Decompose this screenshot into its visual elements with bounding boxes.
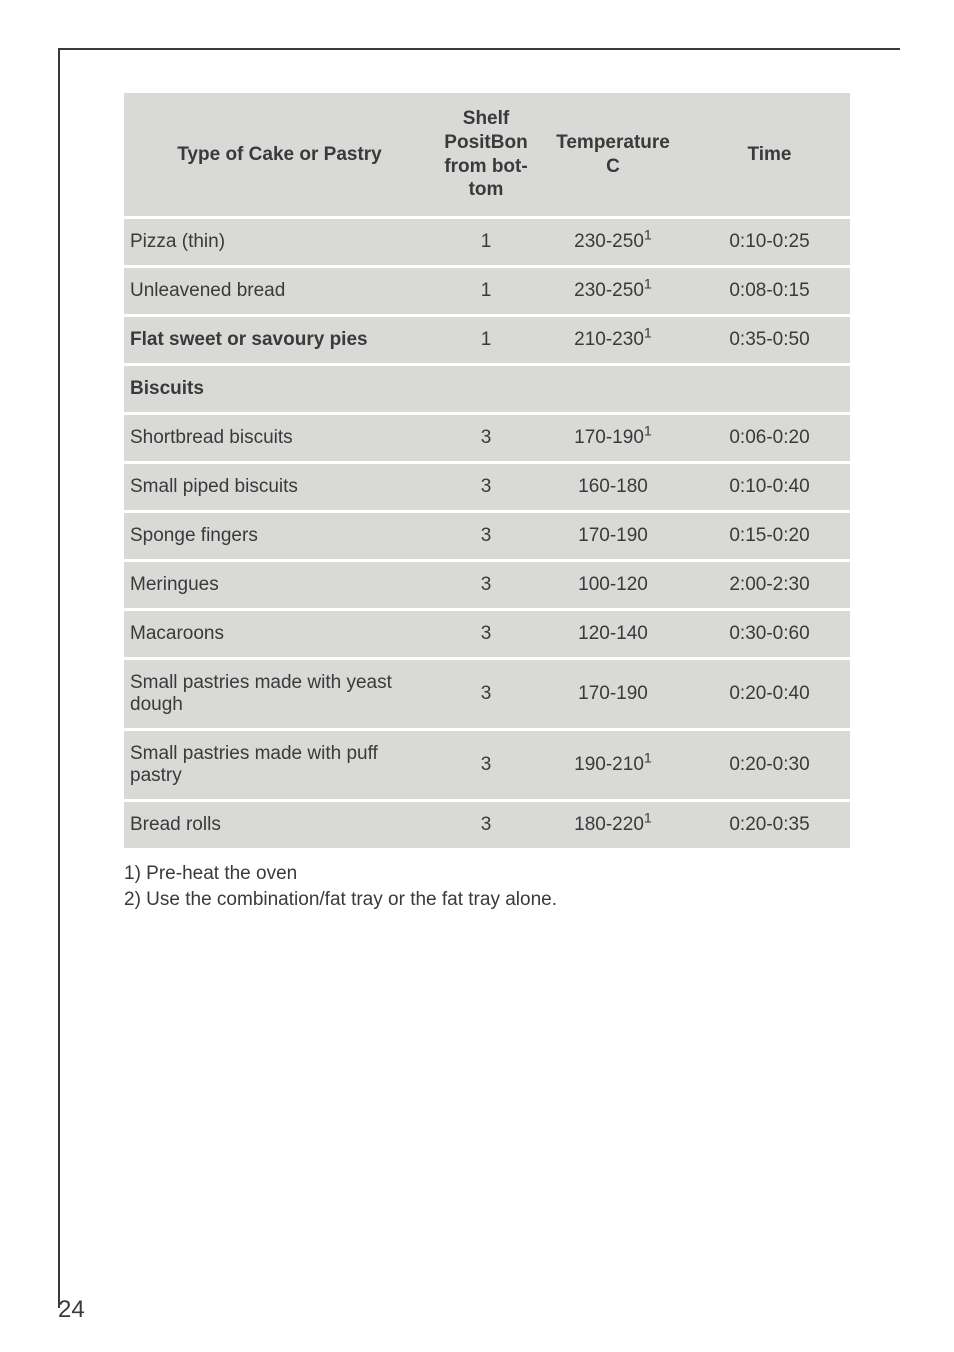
cell-temperature: 230-2501 [537,218,689,267]
cell-type: Shortbread biscuits [124,414,435,463]
col-header-type: Type of Cake or Pastry [124,92,435,218]
cell-time: 2:00-2:30 [689,561,850,610]
cell-shelf: 3 [435,610,537,659]
cell-time: 0:15-0:20 [689,512,850,561]
cell-time: 0:20-0:30 [689,730,850,801]
cell-temperature: 170-190 [537,659,689,730]
page-frame: Type of Cake or Pastry Shelf PositBon fr… [58,48,900,1308]
cell-time: 0:10-0:40 [689,463,850,512]
content-area: Type of Cake or Pastry Shelf PositBon fr… [60,50,900,912]
cell-type: Flat sweet or savoury pies [124,316,435,365]
cell-type: Small pastries made with puff pastry [124,730,435,801]
table-row: Small pastries made with puff pastry3190… [124,730,850,801]
temperature-footnote-ref: 1 [644,424,652,440]
col-header-temp: Temperature C [537,92,689,218]
table-row: Biscuits [124,365,850,414]
cell-type: Small pastries made with yeast dough [124,659,435,730]
cell-time: 0:35-0:50 [689,316,850,365]
cell-temperature: 160-180 [537,463,689,512]
cell-shelf: 3 [435,801,537,850]
temperature-footnote-ref: 1 [644,228,652,244]
cell-temperature: 190-2101 [537,730,689,801]
table-header-row: Type of Cake or Pastry Shelf PositBon fr… [124,92,850,218]
baking-table-body: Pizza (thin)1230-25010:10-0:25Unleavened… [124,218,850,850]
shelf-line-4: tom [469,179,504,200]
cell-shelf: 3 [435,561,537,610]
cell-shelf: 3 [435,512,537,561]
cell-shelf: 3 [435,414,537,463]
cell-temperature: 100-120 [537,561,689,610]
cell-type: Biscuits [124,365,435,414]
col-header-time: Time [689,92,850,218]
footnote-2: 2) Use the combination/fat tray or the f… [124,887,848,913]
table-row: Macaroons3120-1400:30-0:60 [124,610,850,659]
page-number: 24 [58,1296,85,1324]
table-row: Shortbread biscuits3170-19010:06-0:20 [124,414,850,463]
cell-shelf: 3 [435,730,537,801]
cell-temperature: 170-1901 [537,414,689,463]
table-row: Small piped biscuits3160-1800:10-0:40 [124,463,850,512]
temperature-footnote-ref: 1 [644,326,652,342]
cell-time: 0:10-0:25 [689,218,850,267]
cell-type: Bread rolls [124,801,435,850]
cell-shelf: 1 [435,316,537,365]
cell-type: Pizza (thin) [124,218,435,267]
table-row: Unleavened bread1230-25010:08-0:15 [124,267,850,316]
cell-shelf: 3 [435,659,537,730]
cell-time: 0:20-0:40 [689,659,850,730]
shelf-line-2: PositBon [444,132,527,153]
shelf-line-1: Shelf [463,108,509,129]
cell-shelf [435,365,537,414]
cell-temperature: 170-190 [537,512,689,561]
table-row: Meringues3100-1202:00-2:30 [124,561,850,610]
cell-temperature [537,365,689,414]
cell-temperature: 120-140 [537,610,689,659]
cell-temperature: 210-2301 [537,316,689,365]
cell-type: Meringues [124,561,435,610]
table-row: Sponge fingers3170-1900:15-0:20 [124,512,850,561]
footnotes: 1) Pre-heat the oven 2) Use the combinat… [124,861,848,912]
cell-time [689,365,850,414]
cell-time: 0:30-0:60 [689,610,850,659]
cell-shelf: 1 [435,218,537,267]
cell-type: Small piped biscuits [124,463,435,512]
temperature-footnote-ref: 1 [644,751,652,767]
cell-temperature: 230-2501 [537,267,689,316]
temperature-footnote-ref: 1 [644,811,652,827]
cell-type: Unleavened bread [124,267,435,316]
col-header-shelf: Shelf PositBon from bot- tom [435,92,537,218]
cell-type: Macaroons [124,610,435,659]
cell-time: 0:06-0:20 [689,414,850,463]
table-row: Flat sweet or savoury pies1210-23010:35-… [124,316,850,365]
baking-table: Type of Cake or Pastry Shelf PositBon fr… [124,90,850,851]
table-row: Small pastries made with yeast dough3170… [124,659,850,730]
table-row: Bread rolls3180-22010:20-0:35 [124,801,850,850]
footnote-1: 1) Pre-heat the oven [124,861,848,887]
cell-shelf: 1 [435,267,537,316]
cell-time: 0:20-0:35 [689,801,850,850]
temperature-footnote-ref: 1 [644,277,652,293]
temp-line-2: C [606,156,620,177]
cell-type: Sponge fingers [124,512,435,561]
temp-line-1: Temperature [556,132,670,153]
cell-temperature: 180-2201 [537,801,689,850]
shelf-line-3: from bot- [444,156,527,177]
cell-time: 0:08-0:15 [689,267,850,316]
cell-shelf: 3 [435,463,537,512]
table-row: Pizza (thin)1230-25010:10-0:25 [124,218,850,267]
